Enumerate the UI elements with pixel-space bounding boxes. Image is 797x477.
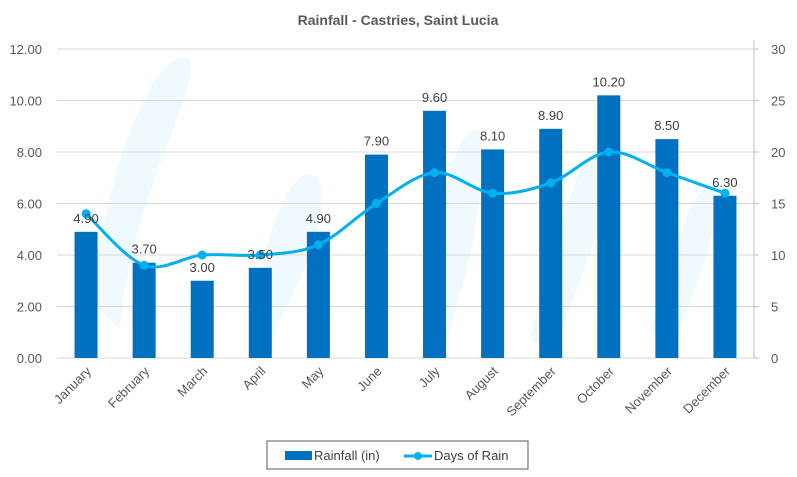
- y-left-tick-label: 2.00: [17, 300, 42, 315]
- line-marker: [604, 147, 614, 157]
- bar-data-label: 6.30: [712, 175, 737, 190]
- legend-swatch-days-marker: [414, 452, 422, 460]
- data-labels: 4.90 3.70 3.00 3.50 4.90 7.90 9.60 8.10 8.90 10.2…: [73, 74, 737, 274]
- y-left-tick-label: 6.00: [17, 197, 42, 212]
- x-tick-label: September: [503, 363, 559, 419]
- line-marker: [720, 188, 730, 198]
- legend-label-days: Days of Rain: [434, 448, 508, 463]
- days-of-rain-line: [85, 150, 726, 269]
- x-tick-label: July: [416, 363, 443, 390]
- bar: [597, 95, 621, 358]
- y-left-tick-label: 12.00: [9, 42, 42, 57]
- bar-data-label: 3.00: [190, 260, 215, 275]
- y-axis-left: 0.00 2.00 4.00 6.00 8.00 10.00 12.00: [9, 42, 42, 366]
- y-right-tick-label: 25: [771, 94, 785, 109]
- bar: [364, 154, 388, 358]
- bar-data-label: 3.50: [248, 247, 273, 262]
- y-right-tick-label: 5: [771, 300, 778, 315]
- bar-data-label: 4.90: [73, 211, 98, 226]
- bar: [713, 195, 737, 358]
- bar-series: [74, 95, 737, 358]
- y-left-tick-label: 4.00: [17, 248, 42, 263]
- line-marker: [662, 168, 672, 178]
- chart-title: Rainfall - Castries, Saint Lucia: [298, 12, 499, 28]
- bar-data-label: 9.60: [422, 90, 447, 105]
- y-right-tick-label: 0: [771, 351, 778, 366]
- x-tick-label: June: [354, 364, 385, 395]
- x-tick-label: May: [299, 363, 327, 391]
- line-marker: [313, 240, 323, 250]
- line-marker: [488, 188, 498, 198]
- x-tick-label: November: [622, 363, 675, 416]
- x-tick-label: December: [680, 363, 733, 416]
- line-series: [81, 147, 730, 270]
- line-marker: [371, 199, 381, 208]
- bar-data-label: 10.20: [593, 74, 626, 89]
- y-left-tick-label: 8.00: [17, 145, 42, 160]
- y-left-tick-label: 10.00: [9, 94, 42, 109]
- bar-data-label: 7.90: [364, 134, 389, 149]
- bar: [481, 149, 505, 358]
- legend: Rainfall (in) Days of Rain: [266, 440, 529, 470]
- line-marker: [430, 168, 440, 178]
- bar: [539, 128, 563, 358]
- bar: [132, 262, 156, 358]
- bar: [306, 231, 330, 358]
- bar-data-label: 8.50: [654, 118, 679, 133]
- y-right-tick-label: 30: [771, 42, 785, 57]
- y-axis-right: 0 5 10 15 20 25 30: [753, 40, 785, 366]
- y-right-tick-label: 10: [771, 248, 785, 263]
- x-tick-label: October: [574, 363, 618, 407]
- x-tick-label: August: [462, 363, 501, 402]
- bar-data-label: 4.90: [306, 211, 331, 226]
- x-tick-label: March: [174, 364, 210, 400]
- bar: [423, 110, 447, 358]
- legend-label-rainfall: Rainfall (in): [314, 448, 380, 463]
- x-tick-label: January: [51, 363, 95, 407]
- x-tick-label: April: [239, 363, 268, 392]
- x-tick-label: February: [105, 363, 153, 411]
- y-right-tick-label: 20: [771, 145, 785, 160]
- line-marker: [139, 260, 149, 270]
- bar: [655, 139, 679, 358]
- watermark: [90, 57, 720, 360]
- gridlines: [57, 48, 754, 359]
- bar: [248, 267, 272, 358]
- line-marker: [197, 250, 207, 260]
- y-left-tick-label: 0.00: [17, 351, 42, 366]
- bar-data-label: 8.10: [480, 128, 505, 143]
- bar-data-label: 8.90: [538, 108, 563, 123]
- line-marker: [546, 178, 556, 188]
- bar-data-label: 3.70: [131, 242, 156, 257]
- bar: [190, 280, 214, 358]
- legend-swatch-rainfall: [285, 451, 312, 460]
- line-marker: [81, 209, 91, 219]
- line-marker: [255, 250, 265, 260]
- y-right-tick-label: 15: [771, 197, 785, 212]
- x-axis: January February March April May June July Augu…: [51, 363, 734, 419]
- bar: [74, 231, 98, 358]
